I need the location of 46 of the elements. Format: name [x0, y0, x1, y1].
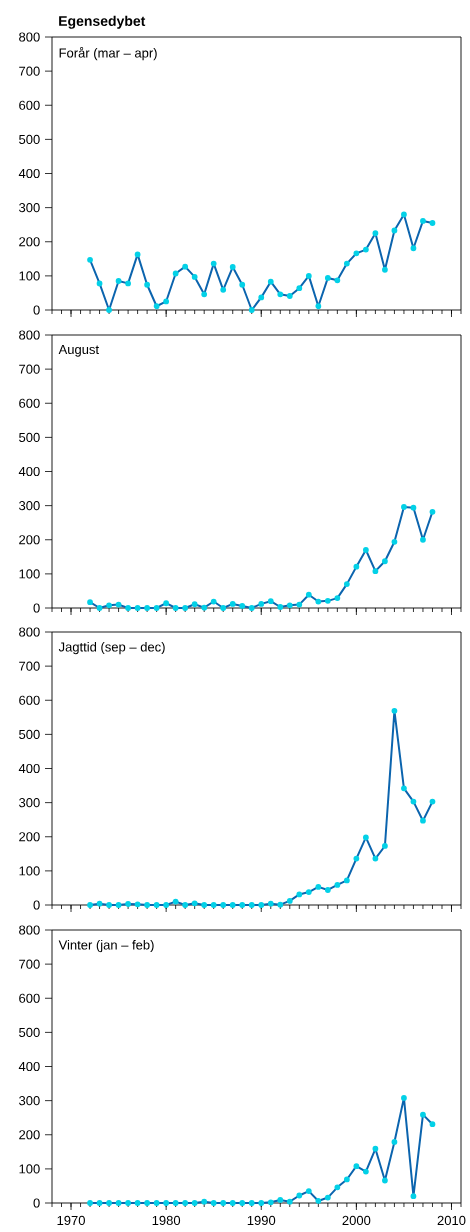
y-tick-label: 400 — [18, 763, 40, 774]
y-tick-label: 200 — [19, 535, 40, 545]
y-tick-label: 200 — [19, 832, 40, 842]
y-tick-label: 500 — [19, 1027, 40, 1037]
y-tick-label: 800 — [19, 330, 40, 340]
y-tick-label: 200 — [19, 237, 40, 247]
y-tick-label: 300 — [19, 1096, 40, 1106]
y-tick-label: 500 — [19, 134, 40, 144]
y-tick-label: 700 — [19, 364, 40, 374]
chart-title: Egensedybet — [59, 15, 146, 29]
y-tick-label: 800 — [19, 925, 40, 935]
y-tick-label: 100 — [19, 1164, 40, 1174]
y-tick-label: 400 — [18, 168, 40, 179]
y-tick-label: 700 — [19, 959, 40, 969]
y-tick-label: 300 — [19, 798, 40, 808]
text: Vinter (jan – feb) — [58, 940, 154, 953]
text: Forår (mar – apr) — [59, 47, 157, 61]
x-tick-label: 1980 — [152, 1215, 181, 1225]
y-tick-label: 0 — [33, 305, 40, 315]
y-tick-label: 200 — [19, 1130, 40, 1140]
y-tick-label: 0 — [33, 603, 40, 613]
y-tick-label: 500 — [19, 729, 40, 739]
y-tick-label: 600 — [19, 695, 40, 705]
y-tick-label: 800 — [19, 627, 40, 637]
y-tick-label: 100 — [19, 569, 40, 579]
y-tick-label: 400 — [18, 1061, 40, 1072]
y-tick-label: 300 — [19, 203, 40, 213]
y-tick-label: 0 — [33, 1198, 40, 1208]
y-tick-label: 600 — [19, 100, 40, 110]
y-tick-label: 600 — [19, 993, 40, 1003]
y-tick-label: 100 — [19, 866, 40, 876]
x-tick-label: 2000 — [342, 1215, 371, 1225]
y-tick-label: 600 — [19, 398, 40, 408]
y-tick-label: 400 — [18, 466, 40, 477]
x-tick-label: 2010 — [437, 1215, 466, 1225]
x-tick-label: 1990 — [247, 1215, 276, 1225]
x-tick-label: 1970 — [57, 1215, 85, 1225]
y-tick-label: 800 — [19, 32, 40, 42]
y-tick-label: 100 — [19, 271, 40, 281]
y-tick-label: 0 — [33, 900, 40, 910]
y-tick-label: 500 — [19, 432, 40, 442]
y-tick-label: 700 — [19, 66, 40, 76]
y-tick-label: 700 — [19, 661, 40, 671]
text: Jagttid (sep – dec) — [58, 642, 165, 655]
text: August — [58, 345, 99, 357]
y-tick-label: 300 — [19, 501, 40, 511]
